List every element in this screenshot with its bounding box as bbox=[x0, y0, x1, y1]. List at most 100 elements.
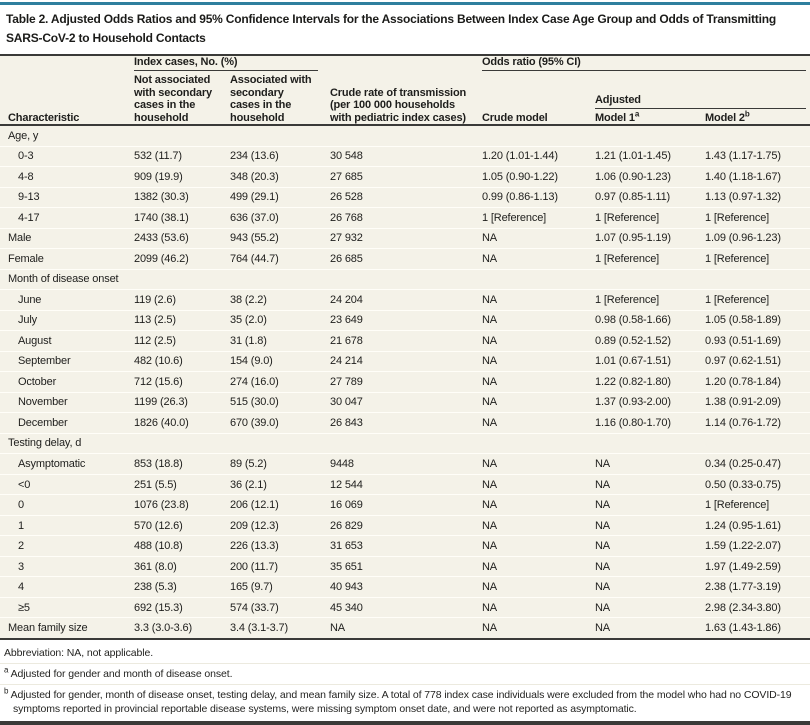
cell-crude-rate: 30 548 bbox=[330, 150, 363, 163]
cell-crude-rate: 24 204 bbox=[330, 293, 363, 306]
cell-not-associated: 1199 (26.3) bbox=[134, 396, 188, 409]
row-label: 0 bbox=[18, 499, 24, 512]
cell-model-1: 1 [Reference] bbox=[595, 252, 660, 265]
row-label: Mean family size bbox=[8, 622, 88, 635]
column-header-associated: Associated with secondary cases in the h… bbox=[230, 74, 312, 124]
cell-crude-rate: 21 678 bbox=[330, 334, 363, 347]
footnote-a-text: Adjusted for gender and month of disease… bbox=[10, 668, 233, 680]
row-label: 3 bbox=[18, 560, 24, 573]
cell-crude-rate: NA bbox=[330, 622, 345, 635]
cell-model-1: NA bbox=[595, 581, 610, 594]
cell-crude-model: 1.05 (0.90-1.22) bbox=[482, 170, 558, 183]
table-title-line-2: SARS-CoV-2 to Household Contacts bbox=[6, 31, 206, 45]
cell-model-1: 1.07 (0.95-1.19) bbox=[595, 232, 671, 245]
cell-crude-model: NA bbox=[482, 601, 497, 614]
cell-not-associated: 113 (2.5) bbox=[134, 314, 176, 327]
header-bottom-rule bbox=[0, 124, 810, 126]
cell-not-associated: 909 (19.9) bbox=[134, 170, 183, 183]
table-row: Female 2099 (46.2) 764 (44.7) 26 685 NA … bbox=[0, 249, 810, 270]
cell-not-associated: 1740 (38.1) bbox=[134, 211, 189, 224]
table-row: 3 361 (8.0) 200 (11.7) 35 651 NA NA 1.97… bbox=[0, 557, 810, 578]
row-label: <0 bbox=[18, 478, 31, 491]
cell-associated: 499 (29.1) bbox=[230, 191, 279, 204]
model-2-footnote-marker: b bbox=[744, 109, 750, 119]
model-2-label: Model 2 bbox=[705, 112, 745, 124]
cell-crude-rate: 30 047 bbox=[330, 396, 363, 409]
cell-model-2: 1.14 (0.76-1.72) bbox=[705, 416, 781, 429]
row-label: Age, y bbox=[8, 129, 39, 142]
row-label: August bbox=[18, 334, 52, 347]
row-label: Female bbox=[8, 252, 44, 265]
footnotes: Abbreviation: NA, not applicable. a Adju… bbox=[0, 640, 810, 719]
abbreviation-note: Abbreviation: NA, not applicable. bbox=[4, 647, 154, 659]
table-row: 0 1076 (23.8) 206 (12.1) 16 069 NA NA 1 … bbox=[0, 495, 810, 516]
column-header-model-2: Model 2b bbox=[705, 109, 750, 124]
cell-model-1: NA bbox=[595, 622, 610, 635]
table-row: Male 2433 (53.6) 943 (55.2) 27 932 NA 1.… bbox=[0, 229, 810, 250]
cell-model-2: 0.93 (0.51-1.69) bbox=[705, 334, 781, 347]
cell-associated: 206 (12.1) bbox=[230, 499, 279, 512]
table-title: Table 2. Adjusted Odds Ratios and 95% Co… bbox=[0, 5, 810, 54]
cell-not-associated: 361 (8.0) bbox=[134, 560, 177, 573]
cell-not-associated: 482 (10.6) bbox=[134, 355, 183, 368]
model-1-footnote-marker: a bbox=[634, 109, 640, 119]
column-header-crude-rate: Crude rate of transmission (per 100 000 … bbox=[330, 86, 467, 124]
cell-crude-rate: 26 768 bbox=[330, 211, 363, 224]
header-top-rule bbox=[0, 54, 810, 56]
adjusted-group-label: Adjusted bbox=[595, 94, 641, 106]
row-label: Testing delay, d bbox=[8, 437, 82, 450]
cell-not-associated: 119 (2.6) bbox=[134, 293, 176, 306]
cell-model-2: 1.09 (0.96-1.23) bbox=[705, 232, 781, 245]
cell-crude-rate: 27 685 bbox=[330, 170, 363, 183]
cell-crude-model: NA bbox=[482, 293, 497, 306]
table-row: December 1826 (40.0) 670 (39.0) 26 843 N… bbox=[0, 413, 810, 434]
table-row: July 113 (2.5) 35 (2.0) 23 649 NA 0.98 (… bbox=[0, 311, 810, 332]
cell-associated: 31 (1.8) bbox=[230, 334, 267, 347]
cell-associated: 165 (9.7) bbox=[230, 581, 273, 594]
cell-model-1: NA bbox=[595, 458, 610, 470]
column-group-index-cases: Index cases, No. (%) bbox=[134, 56, 318, 71]
cell-crude-model: NA bbox=[482, 334, 497, 347]
cell-model-1: 1.16 (0.80-1.70) bbox=[595, 416, 671, 429]
cell-model-1: 0.98 (0.58-1.66) bbox=[595, 314, 671, 327]
cell-crude-model: NA bbox=[482, 232, 497, 245]
cell-not-associated: 238 (5.3) bbox=[134, 581, 177, 594]
cell-model-2: 1 [Reference] bbox=[705, 499, 770, 512]
cell-not-associated: 570 (12.6) bbox=[134, 519, 183, 532]
cell-crude-rate: 35 651 bbox=[330, 560, 363, 573]
table-row: October 712 (15.6) 274 (16.0) 27 789 NA … bbox=[0, 372, 810, 393]
cell-crude-rate: 26 528 bbox=[330, 191, 363, 204]
cell-model-2: 1.59 (1.22-2.07) bbox=[705, 540, 781, 553]
column-header-crude-model: Crude model bbox=[482, 111, 548, 124]
row-label: 0-3 bbox=[18, 150, 34, 163]
cell-crude-rate: 9448 bbox=[330, 458, 354, 470]
spanner-row: Index cases, No. (%) Odds ratio (95% CI) bbox=[0, 56, 810, 71]
column-group-adjusted: Adjusted Model 1a Model 2b bbox=[595, 94, 810, 124]
cell-model-2: 1.43 (1.17-1.75) bbox=[705, 150, 781, 163]
cell-not-associated: 112 (2.5) bbox=[134, 334, 176, 347]
cell-model-1: NA bbox=[595, 478, 610, 491]
cell-model-1: NA bbox=[595, 499, 610, 512]
cell-not-associated: 712 (15.6) bbox=[134, 375, 183, 388]
row-label: Male bbox=[8, 232, 32, 245]
row-label: December bbox=[18, 416, 68, 429]
table-row: <0 251 (5.5) 36 (2.1) 12 544 NA NA 0.50 … bbox=[0, 475, 810, 496]
cell-model-2: 0.97 (0.62-1.51) bbox=[705, 355, 781, 368]
cell-model-1: 1.21 (1.01-1.45) bbox=[595, 150, 671, 163]
row-label: September bbox=[18, 355, 71, 368]
section-header-row: Month of disease onset bbox=[0, 270, 810, 291]
cell-crude-rate: 27 789 bbox=[330, 375, 363, 388]
adjusted-model-headers: Model 1a Model 2b bbox=[595, 109, 810, 124]
model-1-label: Model 1 bbox=[595, 112, 635, 124]
row-label: Month of disease onset bbox=[8, 273, 119, 286]
row-label: 4-8 bbox=[18, 170, 34, 183]
cell-associated: 670 (39.0) bbox=[230, 416, 279, 429]
accent-top-rule bbox=[0, 2, 810, 5]
cell-crude-model: NA bbox=[482, 252, 497, 265]
column-group-odds-ratio: Odds ratio (95% CI) bbox=[482, 56, 806, 71]
row-label: June bbox=[18, 293, 42, 306]
cell-not-associated: 2099 (46.2) bbox=[134, 252, 189, 265]
adjusted-group-rule bbox=[595, 108, 806, 109]
cell-associated: 226 (13.3) bbox=[230, 540, 279, 553]
cell-associated: 943 (55.2) bbox=[230, 232, 279, 245]
